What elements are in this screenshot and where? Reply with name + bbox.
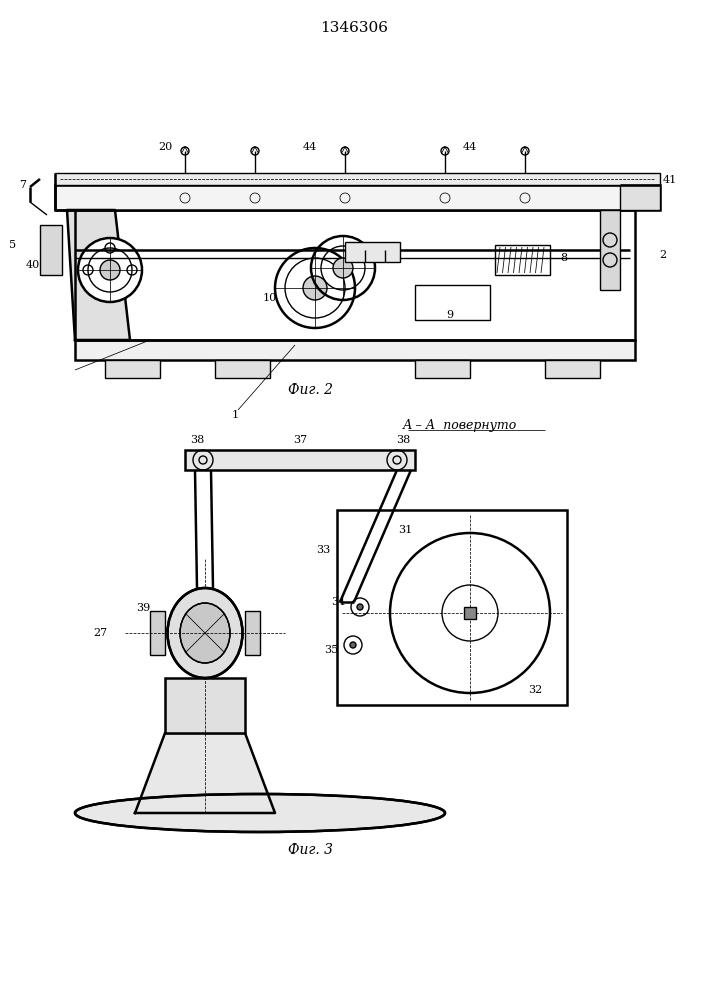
Text: 2: 2 bbox=[660, 250, 667, 260]
Ellipse shape bbox=[75, 794, 445, 832]
Text: Фиг. 3: Фиг. 3 bbox=[288, 843, 332, 857]
Bar bbox=[165, 678, 245, 733]
Bar bbox=[600, 210, 620, 290]
Bar bbox=[185, 450, 415, 470]
Circle shape bbox=[78, 238, 142, 302]
Ellipse shape bbox=[180, 603, 230, 663]
Polygon shape bbox=[135, 733, 275, 813]
Text: Фиг. 2: Фиг. 2 bbox=[288, 383, 332, 397]
Text: 39: 39 bbox=[136, 603, 150, 613]
Bar bbox=[415, 360, 470, 378]
Circle shape bbox=[357, 604, 363, 610]
Bar bbox=[495, 245, 550, 275]
Text: 1: 1 bbox=[231, 410, 238, 420]
Bar bbox=[40, 225, 62, 275]
Text: 38: 38 bbox=[396, 435, 410, 445]
Ellipse shape bbox=[168, 588, 243, 678]
Bar bbox=[75, 210, 635, 340]
Text: 9: 9 bbox=[446, 310, 454, 320]
Circle shape bbox=[303, 276, 327, 300]
Text: 34: 34 bbox=[331, 597, 345, 607]
Text: 38: 38 bbox=[190, 435, 204, 445]
Circle shape bbox=[350, 642, 356, 648]
Bar bbox=[345, 242, 400, 262]
Bar bbox=[620, 185, 660, 210]
Text: 20: 20 bbox=[158, 142, 172, 152]
Bar bbox=[75, 340, 635, 360]
Text: 44: 44 bbox=[463, 142, 477, 152]
Text: 1346306: 1346306 bbox=[320, 21, 388, 35]
Text: 31: 31 bbox=[398, 525, 412, 535]
Bar bbox=[150, 611, 165, 655]
Bar bbox=[105, 360, 160, 378]
Text: 27: 27 bbox=[93, 628, 107, 638]
Text: 5: 5 bbox=[9, 240, 16, 250]
Bar bbox=[415, 285, 490, 320]
Text: 32: 32 bbox=[528, 685, 542, 695]
Circle shape bbox=[333, 258, 353, 278]
Text: 10: 10 bbox=[263, 293, 277, 303]
Bar bbox=[245, 611, 260, 655]
Polygon shape bbox=[67, 210, 130, 340]
Text: 40: 40 bbox=[26, 260, 40, 270]
Bar bbox=[55, 185, 660, 210]
Text: 35: 35 bbox=[324, 645, 338, 655]
Text: А – А  повернуто: А – А повернуто bbox=[403, 418, 517, 432]
Text: 8: 8 bbox=[560, 253, 567, 263]
Text: 33: 33 bbox=[316, 545, 330, 555]
Text: 7: 7 bbox=[20, 180, 26, 190]
Circle shape bbox=[100, 260, 120, 280]
Text: 37: 37 bbox=[293, 435, 307, 445]
Bar bbox=[55, 173, 660, 185]
Text: 44: 44 bbox=[303, 142, 317, 152]
Text: 41: 41 bbox=[663, 175, 677, 185]
Bar bbox=[337, 510, 567, 705]
Bar bbox=[215, 360, 270, 378]
Bar bbox=[545, 360, 600, 378]
Bar bbox=[464, 607, 476, 619]
